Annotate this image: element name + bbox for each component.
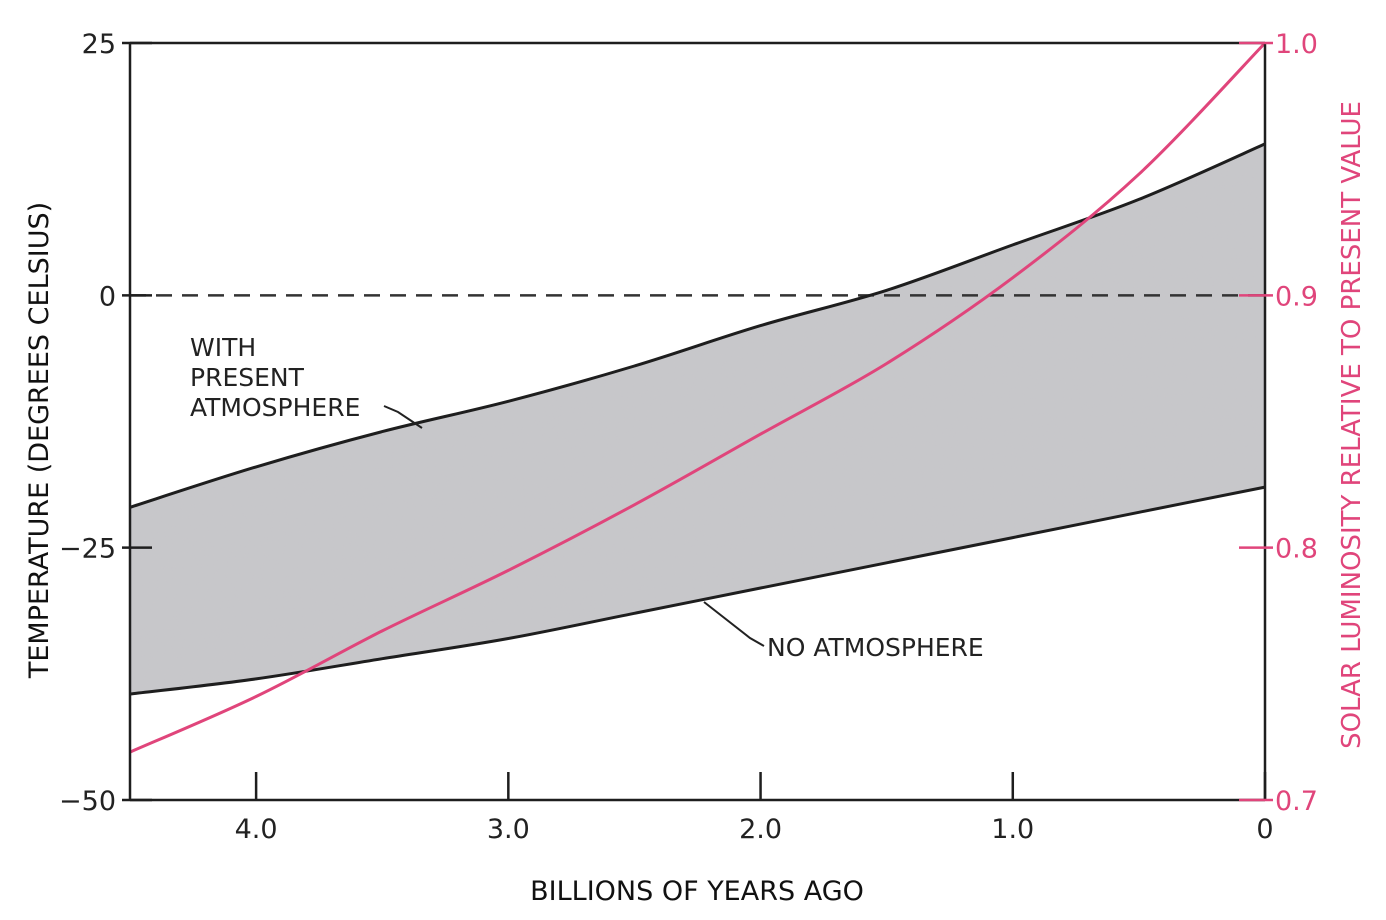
temperature-band — [130, 143, 1265, 694]
annotation-line-1: WITH — [190, 333, 256, 362]
annotation-label: NO ATMOSPHERE — [767, 633, 984, 662]
y2-axis-title: SOLAR LUMINOSITY RELATIVE TO PRESENT VAL… — [1337, 101, 1367, 749]
y2-tick-label: 0.8 — [1275, 534, 1318, 565]
y-tick-label: −50 — [59, 786, 116, 817]
series-line-solar-luminosity — [129, 41, 1267, 754]
annotation-leader — [383, 405, 423, 429]
y2-tick-label: 1.0 — [1275, 29, 1318, 60]
y2-axis-ticks: 1.0 0.9 0.8 0.7 — [1239, 29, 1318, 817]
y-axis-title: TEMPERATURE (DEGREES CELSIUS) — [24, 202, 55, 679]
annotation-no-atmosphere: NO ATMOSPHERE — [703, 601, 984, 662]
y-tick-label: 25 — [82, 29, 116, 60]
y2-tick-label: 0.7 — [1275, 786, 1318, 817]
y-axis-ticks: 25 0 −25 −50 — [59, 29, 152, 817]
x-axis-ticks: 4.0 3.0 2.0 1.0 0 — [235, 772, 1274, 845]
y-tick-label: 0 — [99, 281, 116, 312]
series-line-with-present-atmosphere — [129, 142, 1266, 509]
x-axis-title: BILLIONS OF YEARS AGO — [530, 876, 864, 907]
y2-tick-label: 0.9 — [1275, 281, 1318, 312]
annotation-line-2: PRESENT — [190, 363, 305, 392]
series-line-no-atmosphere — [129, 485, 1266, 696]
x-tick-label: 2.0 — [739, 814, 782, 845]
annotation-leader — [703, 601, 765, 647]
y-tick-label: −25 — [59, 534, 116, 565]
x-tick-label: 0 — [1256, 814, 1273, 845]
x-tick-label: 1.0 — [991, 814, 1034, 845]
annotation-line-3: ATMOSPHERE — [190, 393, 360, 422]
annotation-with-present-atmosphere: WITH PRESENT ATMOSPHERE — [190, 333, 423, 429]
x-tick-label: 4.0 — [235, 814, 278, 845]
x-tick-label: 3.0 — [487, 814, 530, 845]
